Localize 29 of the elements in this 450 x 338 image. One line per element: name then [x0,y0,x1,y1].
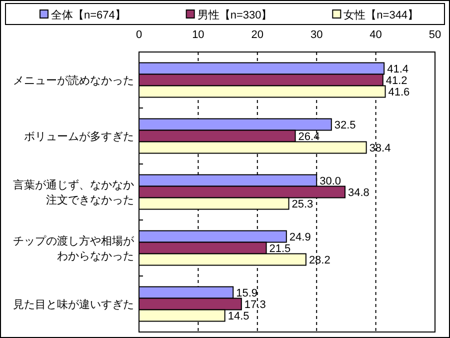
x-tick-label: 20 [251,29,264,41]
y-tick-label: 言葉が通じず、なかなか注文できなかった [13,178,134,206]
y-tick-label: ボリュームが多すぎた [24,131,134,143]
data-label: 30.0 [320,176,342,188]
data-label: 26.4 [298,131,320,143]
data-label: 14.5 [228,310,250,322]
legend-label: 男性【n=330】 [197,8,272,22]
data-label: 28.2 [308,254,330,266]
data-label: 24.9 [289,232,311,244]
data-label: 32.5 [334,120,356,132]
data-label: 38.4 [369,142,391,154]
legend-label: 全体【n=674】 [51,8,126,22]
data-label: 21.5 [269,243,291,255]
data-label: 34.8 [348,187,370,199]
data-label: 41.4 [387,64,409,76]
y-tick-label: チップの渡し方や相場がわからなかった [13,234,135,262]
data-label: 41.6 [388,86,410,98]
data-label: 41.2 [386,75,408,87]
y-tick-label: メニューが読めなかった [13,74,134,87]
data-label: 15.9 [236,288,258,300]
x-tick-label: 10 [192,29,204,41]
x-tick-label: 30 [310,29,323,41]
x-tick-label: 40 [370,29,382,41]
x-tick-label: 0 [136,29,142,41]
x-tick-label: 50 [428,29,442,41]
data-label: 17.3 [244,299,266,311]
legend-label: 女性【n=344】 [344,8,419,22]
y-tick-label: 見た目と味が違いすぎた [13,298,134,311]
data-label: 25.3 [292,198,314,210]
